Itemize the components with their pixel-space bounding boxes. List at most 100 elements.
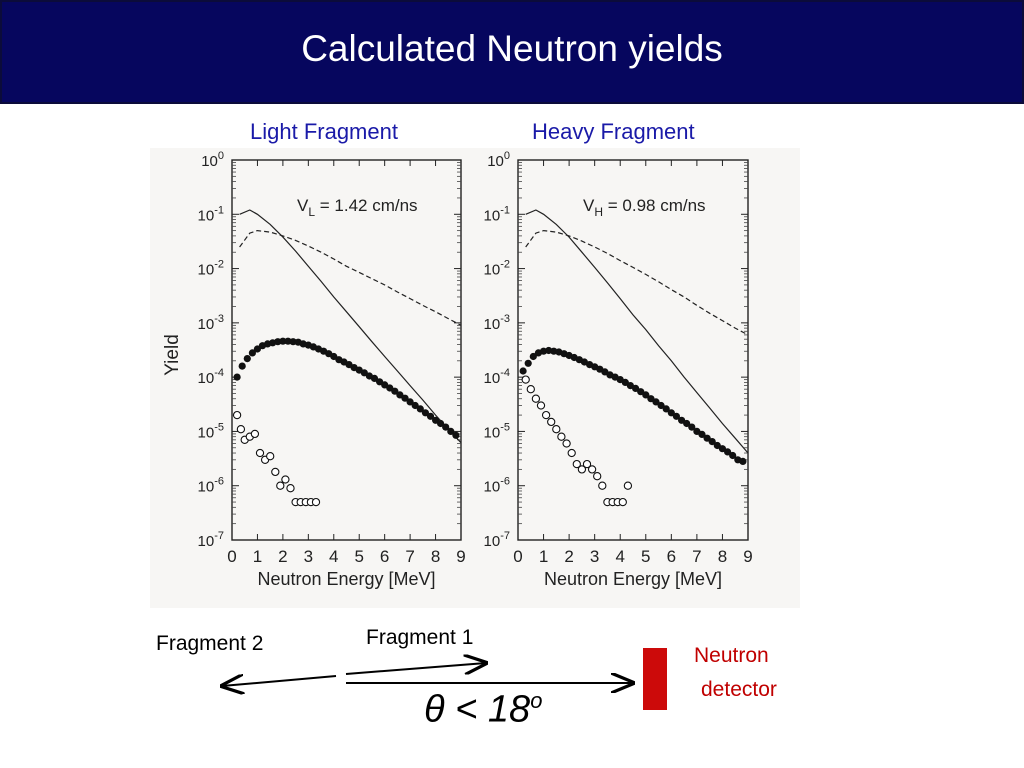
y-tick-exponent: -6 <box>500 476 510 488</box>
open-data-point <box>286 484 295 493</box>
open-data-point <box>232 410 242 420</box>
x-tick-label: 5 <box>641 547 650 566</box>
filled-data-point <box>238 362 246 370</box>
filled-data-point <box>688 423 696 431</box>
filled-data-point <box>447 427 455 435</box>
filled-data-point <box>421 409 429 417</box>
filled-data-point <box>683 419 691 428</box>
open-data-point <box>541 410 551 420</box>
y-tick-label: 100 <box>201 150 224 170</box>
open-data-point <box>271 467 280 477</box>
open-data-point <box>562 439 571 448</box>
slide-title: Calculated Neutron yields <box>301 28 723 69</box>
y-tick-base: 10 <box>484 370 501 387</box>
open-data-point <box>236 425 246 434</box>
y-tick-base: 10 <box>198 262 215 279</box>
fragment-2-arrow <box>222 676 337 686</box>
solid-curve <box>239 209 462 444</box>
velocity-value: = 0.98 cm/ns <box>603 196 706 215</box>
open-data-point <box>281 475 290 484</box>
filled-data-point <box>632 384 640 392</box>
x-axis-label: Neutron Energy [MeV] <box>544 569 722 589</box>
filled-data-point <box>662 405 670 413</box>
y-tick-label: 10-4 <box>198 367 224 387</box>
x-tick-label: 2 <box>564 547 573 566</box>
x-tick-label: 4 <box>615 547 624 566</box>
y-tick-label: 10-7 <box>198 530 224 550</box>
filled-data-point <box>708 438 716 446</box>
filled-data-point <box>243 355 251 363</box>
filled-data-point <box>401 394 409 402</box>
x-tick-label: 0 <box>227 547 236 566</box>
x-tick-label: 6 <box>667 547 676 566</box>
filled-data-point <box>248 349 256 357</box>
y-tick-base: 10 <box>198 316 215 333</box>
y-tick-base: 10 <box>201 153 218 170</box>
title-banner <box>0 0 1024 104</box>
open-data-point <box>547 417 556 427</box>
open-data-point <box>567 448 576 458</box>
solid-curve <box>525 209 749 454</box>
open-data-point <box>623 481 633 490</box>
y-tick-label: 10-2 <box>198 259 224 279</box>
y-tick-base: 10 <box>484 533 501 550</box>
y-tick-base: 10 <box>484 479 501 496</box>
x-tick-label: 0 <box>513 547 522 566</box>
filled-data-point <box>642 391 650 399</box>
velocity-subscript: H <box>594 205 603 219</box>
y-tick-exponent: -7 <box>214 530 224 542</box>
y-tick-exponent: -5 <box>214 421 224 433</box>
y-tick-base: 10 <box>198 424 215 441</box>
neutron-label: Neutron <box>694 644 769 667</box>
y-tick-base: 10 <box>484 262 501 279</box>
filled-data-point <box>416 405 424 413</box>
x-tick-label: 5 <box>354 547 363 566</box>
open-data-point <box>521 375 530 384</box>
x-tick-label: 1 <box>539 547 548 566</box>
dashed-curve <box>525 229 749 336</box>
open-data-point <box>593 472 602 481</box>
y-tick-exponent: -2 <box>214 259 224 271</box>
open-data-point <box>572 459 581 469</box>
filled-data-point <box>718 445 727 453</box>
y-tick-label: 10-7 <box>484 530 510 550</box>
y-tick-label: 10-3 <box>484 313 510 333</box>
open-data-point <box>531 394 541 403</box>
y-tick-exponent: -3 <box>214 313 224 325</box>
y-tick-base: 10 <box>484 424 501 441</box>
filled-data-point <box>452 431 460 439</box>
filled-data-point <box>729 451 737 460</box>
scan-background <box>150 148 800 608</box>
filled-data-point <box>667 409 675 417</box>
x-tick-label: 9 <box>456 547 465 566</box>
filled-data-point <box>519 367 527 375</box>
y-tick-exponent: -4 <box>214 367 224 379</box>
x-tick-label: 3 <box>304 547 313 566</box>
open-data-point <box>255 448 265 458</box>
x-tick-label: 2 <box>278 547 287 566</box>
velocity-annotation: VL = 1.42 cm/ns <box>297 196 418 219</box>
open-data-point <box>526 385 535 394</box>
light-fragment-title: Light Fragment <box>250 119 398 144</box>
velocity-symbol: V <box>297 196 309 215</box>
fragment-2-label: Fragment 2 <box>156 632 264 655</box>
open-data-point <box>577 465 587 474</box>
angle-label: θ < 18o <box>424 688 542 732</box>
y-tick-exponent: -1 <box>214 204 224 216</box>
filled-data-point <box>657 401 665 410</box>
y-tick-base: 10 <box>484 316 501 333</box>
velocity-value: = 1.42 cm/ns <box>315 196 418 215</box>
open-data-point <box>598 481 607 490</box>
y-tick-base: 10 <box>484 207 501 224</box>
x-tick-label: 1 <box>253 547 262 566</box>
open-data-point <box>276 481 285 490</box>
x-axis-label: Neutron Energy [MeV] <box>257 569 435 589</box>
filled-data-point <box>370 374 379 382</box>
y-tick-base: 10 <box>198 207 215 224</box>
detector-label: detector <box>701 678 777 701</box>
angle-text: θ < 18 <box>424 688 531 731</box>
filled-data-point <box>406 398 414 406</box>
open-data-point <box>266 452 275 461</box>
